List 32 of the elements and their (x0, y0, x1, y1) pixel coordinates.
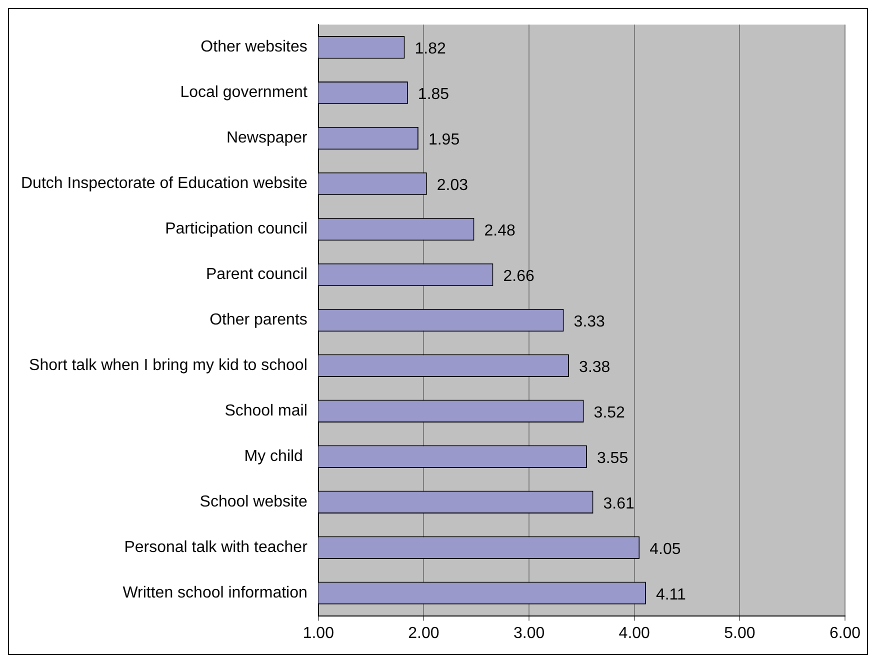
data-label: 3.33 (574, 314, 606, 331)
y-tick-label: Dutch Inspectorate of Education website (21, 175, 308, 192)
x-tick-label: 5.00 (724, 624, 756, 642)
x-tick-label: 3.00 (513, 624, 545, 642)
y-tick-label: Newspaper (226, 130, 308, 147)
data-label: 1.85 (418, 86, 450, 104)
data-label: 3.55 (596, 450, 628, 468)
y-tick-label: Personal talk with teacher (124, 538, 308, 556)
x-tick-label: 2.00 (408, 624, 440, 642)
data-label: 3.38 (579, 359, 610, 376)
data-label: 2.66 (503, 268, 534, 286)
x-tick-label: 4.00 (618, 624, 650, 642)
y-tick-label: School website (200, 494, 308, 511)
y-tick-label: Other parents (210, 312, 308, 329)
y-tick-label: Other websites (200, 38, 308, 56)
data-label: 1.95 (428, 132, 460, 149)
y-tick-label: Short talk when I bring my kid to school (29, 357, 308, 374)
y-tick-label: Local government (180, 84, 308, 102)
y-tick-label: Parent council (206, 266, 308, 284)
y-tick-label: Participation council (165, 220, 308, 238)
y-tick-label: School mail (224, 402, 308, 420)
data-label: 3.52 (594, 404, 626, 422)
data-label: 4.11 (656, 586, 686, 604)
y-tick-label: My child (244, 448, 308, 466)
data-label: 3.61 (603, 496, 635, 513)
data-label: 4.05 (650, 540, 681, 558)
data-label: 2.48 (484, 222, 516, 240)
data-label: 2.03 (436, 177, 468, 194)
x-tick-label: 6.00 (829, 624, 861, 642)
data-label: 1.82 (414, 40, 446, 58)
x-tick-label: 1.00 (302, 624, 334, 642)
y-tick-label: Written school information (122, 584, 308, 602)
